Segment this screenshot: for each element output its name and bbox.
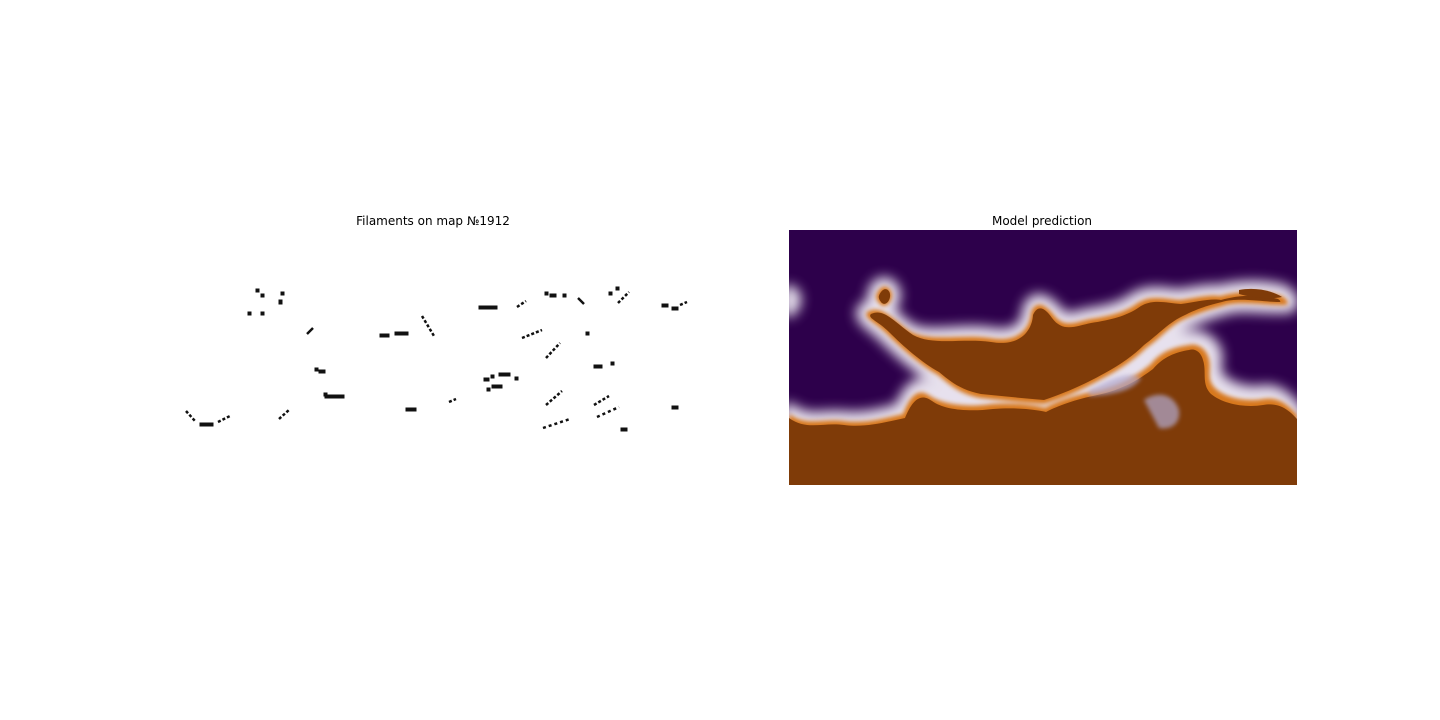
filament-segment [420, 315, 436, 337]
filament-segment [491, 384, 503, 389]
filament-map [185, 286, 688, 432]
filament-segment [593, 364, 603, 369]
filament-segment [185, 410, 196, 422]
prediction-region [789, 288, 1297, 485]
filament-segment [486, 387, 491, 392]
filament-segment [620, 427, 628, 432]
filament-segment [516, 299, 527, 309]
filament-segment [247, 311, 252, 316]
filament-segment [323, 392, 328, 397]
filament-segment [199, 422, 214, 427]
filament-segment [544, 291, 549, 296]
filament-segment [324, 394, 345, 399]
filament-segment [562, 293, 567, 298]
filament-segment [483, 377, 490, 382]
filament-segment [478, 305, 498, 310]
filament-segment [490, 374, 495, 379]
filament-segment [255, 288, 260, 293]
filament-segment [596, 405, 620, 419]
filament-segment [585, 331, 590, 336]
filament-segment [260, 311, 265, 316]
prediction-gap [1089, 375, 1180, 429]
filament-segment [545, 390, 563, 406]
right-panel-title: Model prediction [991, 214, 1093, 228]
filament-segment [593, 394, 610, 407]
filament-segment [217, 414, 231, 424]
filament-segment [394, 331, 409, 336]
filament-segment [549, 293, 557, 298]
filament-segment [610, 361, 615, 366]
filament-segment [545, 342, 561, 359]
filament-segment [615, 286, 620, 291]
filament-segment [314, 367, 319, 372]
filament-segment [280, 291, 285, 296]
left-panel-title: Filaments on map №1912 [356, 214, 510, 228]
filament-segment [318, 369, 326, 374]
filament-segment [671, 306, 679, 311]
prediction-map [789, 230, 1297, 485]
filament-segment [498, 372, 511, 377]
filament-segment [278, 299, 283, 305]
filament-segment [608, 291, 613, 296]
filament-segment [577, 297, 585, 305]
filament-segment [448, 397, 457, 404]
filament-segment [521, 328, 543, 340]
filament-segment [617, 291, 630, 304]
filament-segment [661, 303, 669, 308]
filament-segment [514, 376, 519, 381]
filament-segment [379, 333, 390, 338]
filament-segment [278, 408, 291, 420]
filament-segment [679, 300, 688, 307]
filament-segment [542, 417, 571, 430]
filament-segment [260, 293, 265, 298]
filament-segment [671, 405, 679, 410]
filament-segment [306, 327, 314, 335]
filament-segment [405, 407, 417, 412]
